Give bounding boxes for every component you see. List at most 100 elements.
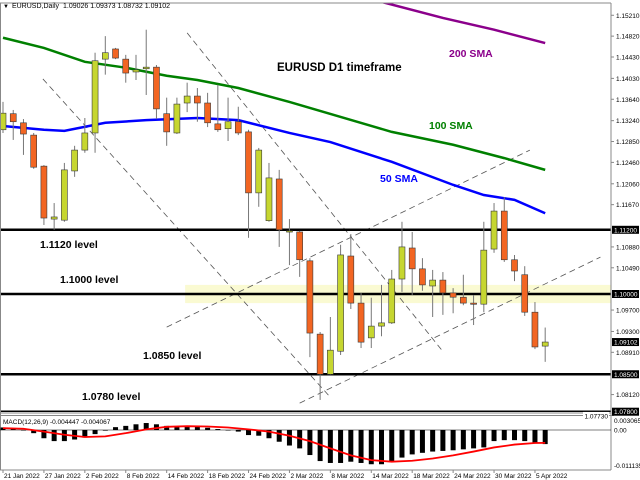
candle-body	[91, 60, 99, 134]
x-tick-label: 24 Mar 2022	[454, 473, 491, 480]
x-tick-label: 27 Jan 2022	[45, 473, 81, 480]
macd-bar	[460, 430, 466, 450]
macd-bar	[368, 430, 374, 465]
sma-label: 100 SMA	[429, 120, 473, 132]
x-tick-label: 18 Feb 2022	[209, 473, 246, 480]
candle-body	[20, 122, 27, 135]
candle-body	[286, 230, 293, 233]
macd-tick-label: -0.011135	[614, 463, 640, 470]
price-tag-label: 1.08500	[614, 372, 638, 379]
trendline	[42, 78, 331, 398]
candle-body	[173, 103, 181, 134]
macd-bar	[184, 426, 190, 430]
sma-label: 50 SMA	[380, 173, 418, 185]
candle-body	[30, 134, 37, 168]
price-tag	[612, 370, 639, 379]
y-tick-label: 1.12460	[616, 160, 640, 167]
macd-bar	[72, 430, 78, 440]
candle-body	[0, 112, 7, 131]
macd-bar	[450, 430, 456, 451]
price-tag-label: 1.10000	[614, 292, 638, 299]
x-tick-label: 2 Feb 2022	[86, 473, 119, 480]
candle-body	[541, 341, 549, 347]
candle-body	[102, 52, 109, 60]
y-tick-label: 1.12060	[616, 181, 640, 188]
candle-body	[347, 255, 355, 304]
candle-body	[214, 123, 222, 131]
x-tick-label: 2 Mar 2022	[290, 473, 323, 480]
trendline	[186, 32, 443, 351]
x-tick-label: 18 Mar 2022	[413, 473, 450, 480]
macd-bar	[174, 426, 180, 430]
candle-body	[398, 246, 406, 280]
candle-body	[50, 216, 58, 220]
macd-bar	[10, 429, 16, 430]
price-tag	[612, 225, 639, 234]
y-tick-label: 1.07730	[585, 413, 609, 420]
sma-line	[2, 116, 546, 215]
candle-body	[460, 296, 467, 304]
macd-tick-label: 0.003065	[614, 418, 640, 425]
candle-body	[61, 169, 68, 221]
y-tick-label: 1.08120	[616, 392, 640, 399]
x-tick-label: 8 Mar 2022	[331, 473, 364, 480]
macd-bar	[20, 430, 26, 431]
candle-body	[500, 210, 508, 261]
macd-bar	[532, 430, 538, 444]
candle-body	[132, 69, 140, 73]
macd-bar	[286, 430, 292, 446]
macd-panel: MACD(12,26,9) -0.004447 -0.004067	[0, 419, 611, 465]
candle-body	[531, 311, 539, 348]
macd-bar	[440, 430, 446, 451]
candle-body	[449, 292, 457, 298]
candle-body	[296, 231, 303, 261]
macd-bar	[92, 430, 98, 435]
candle-body	[112, 48, 119, 59]
candle-body	[122, 58, 130, 74]
macd-bar	[471, 430, 477, 449]
macd-bar	[542, 430, 548, 445]
candle-body	[234, 121, 242, 134]
candle-body	[163, 113, 170, 133]
macd-bar	[348, 430, 354, 462]
level-label: 1.1000 level	[60, 274, 118, 286]
candle-body	[439, 279, 447, 294]
sma-line	[2, 36, 546, 172]
candle-body	[9, 113, 17, 123]
x-tick-label: 30 Mar 2022	[495, 473, 532, 480]
macd-bar	[235, 430, 241, 432]
x-tick-label: 14 Feb 2022	[168, 473, 205, 480]
y-tick-label: 1.15210	[616, 13, 640, 20]
y-tick-label: 1.09300	[616, 329, 640, 336]
candle-body	[245, 131, 252, 194]
price-tag-label: 1.11200	[614, 227, 637, 234]
level-label: 1.0850 level	[143, 350, 201, 362]
x-tick-label: 8 Feb 2022	[127, 473, 160, 480]
macd-bar	[379, 430, 385, 465]
y-tick-label: 1.10880	[616, 244, 640, 251]
macd-bar	[164, 425, 170, 430]
price-tag	[612, 290, 639, 298]
candle-body	[81, 132, 89, 151]
macd-bar	[82, 430, 88, 438]
x-tick-label: 21 Jan 2022	[4, 473, 40, 480]
x-tick-label: 24 Feb 2022	[250, 473, 287, 480]
macd-bar	[143, 423, 149, 430]
sma-line	[381, 3, 546, 45]
y-tick-label: 1.14430	[616, 54, 640, 61]
y-tick-label: 1.11670	[616, 202, 639, 209]
candle-body	[480, 249, 488, 305]
dropdown-triangle-icon[interactable]: ▼	[3, 4, 9, 10]
y-tick-label: 1.14820	[616, 34, 640, 41]
candle-body	[255, 149, 263, 194]
macd-bar	[205, 427, 211, 430]
macd-bar	[215, 429, 221, 430]
ohlc-readout: 1.09026 1.09373 1.08732 1.09102	[63, 3, 171, 10]
candle-body	[204, 102, 211, 124]
y-tick-label-bg	[583, 411, 609, 420]
macd-bar	[491, 430, 497, 442]
candle-body	[419, 268, 426, 286]
candle-body	[265, 177, 273, 222]
y-tick-label: 1.08910	[616, 350, 640, 357]
